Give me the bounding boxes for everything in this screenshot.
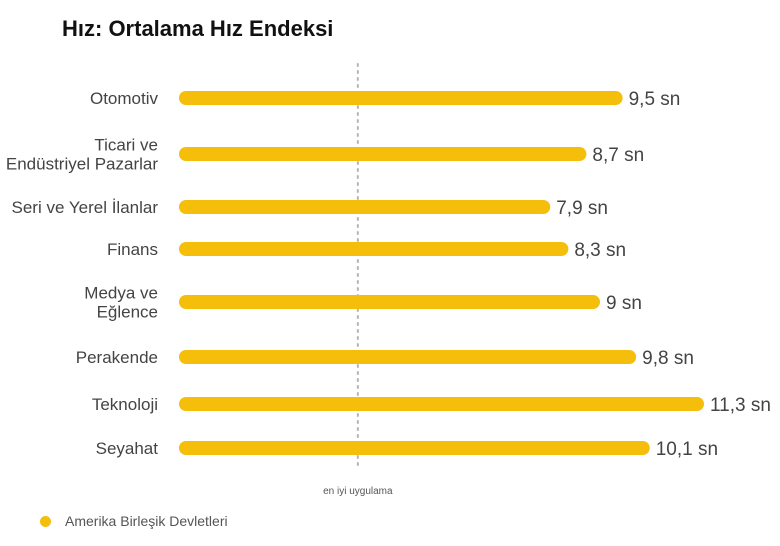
category-label: Seyahat: [96, 439, 159, 458]
chart-title: Hız: Ortalama Hız Endeksi: [62, 16, 334, 41]
legend-label: Amerika Birleşik Devletleri: [65, 513, 228, 529]
bar: [179, 295, 600, 309]
bar: [179, 200, 551, 214]
value-label: 7,9 sn: [556, 198, 608, 219]
bar: [179, 397, 704, 411]
bar: [179, 441, 650, 455]
category-label: Medya ve Eğlence: [84, 284, 158, 322]
value-label: 8,7 sn: [592, 145, 644, 166]
category-label: Finans: [107, 240, 158, 259]
legend: Amerika Birleşik Devletleri: [40, 513, 228, 529]
category-label: Teknoloji: [92, 395, 158, 414]
bar: [179, 350, 637, 364]
bar-chart: en iyi uygulama 9,5 sn Otomotiv 8,7 sn Ticar…: [6, 63, 771, 497]
value-label: 9 sn: [606, 293, 642, 314]
category-label: Otomotiv: [90, 89, 159, 108]
value-label: 9,5 sn: [629, 89, 681, 110]
category-label: Ticari ve Endüstriyel Pazarlar: [6, 136, 158, 174]
value-label: 9,8 sn: [642, 348, 694, 369]
category-label: Perakende: [76, 348, 158, 367]
value-label: 8,3 sn: [574, 240, 626, 261]
bar: [179, 91, 623, 105]
value-label: 11,3 sn: [710, 395, 771, 416]
bar: [179, 147, 587, 161]
legend-swatch: [40, 515, 51, 527]
category-label: Seri ve Yerel İlanlar: [12, 198, 159, 217]
bar: [179, 242, 569, 256]
reference-line-label: en iyi uygulama: [323, 486, 393, 497]
value-label: 10,1 sn: [656, 439, 718, 460]
